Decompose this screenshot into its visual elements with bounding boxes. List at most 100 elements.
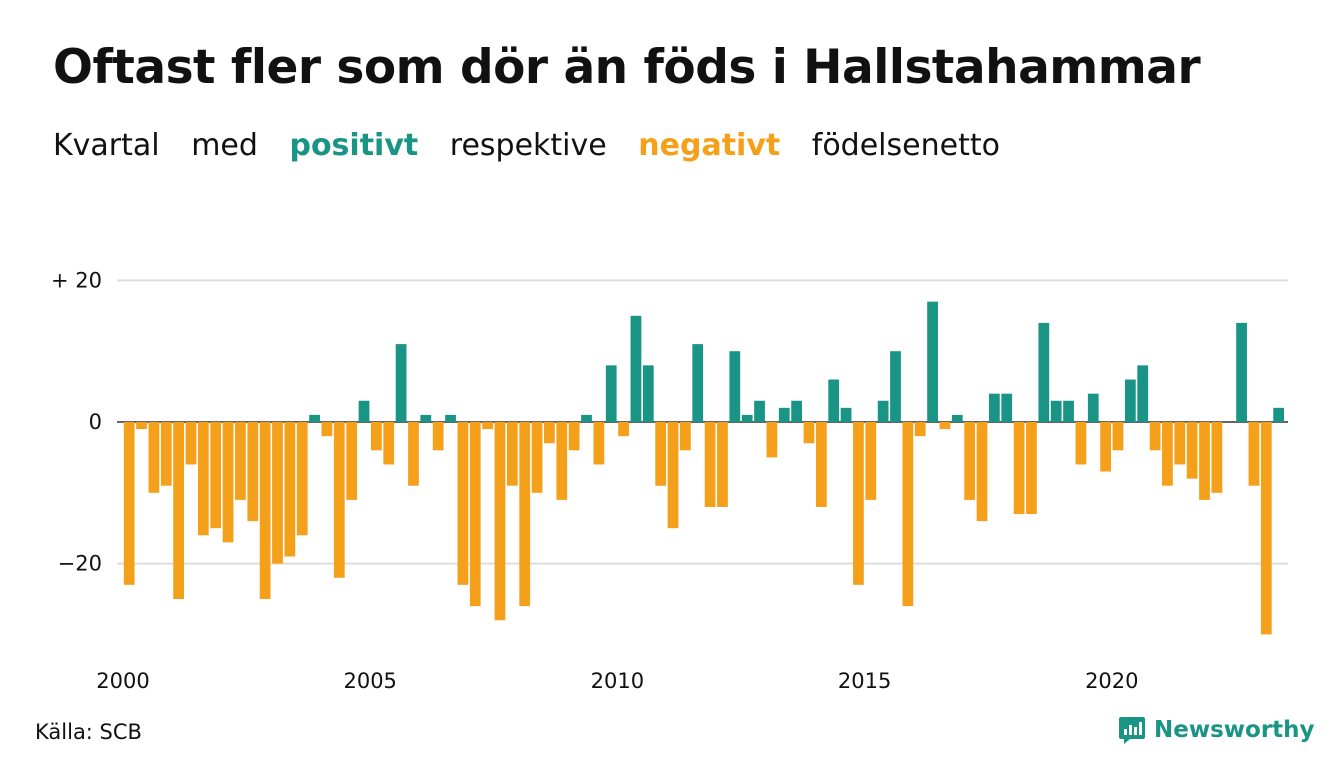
x-tick-label: 2015 [838,669,891,693]
bar [469,422,481,607]
subtitle-positive: positivt [289,128,419,163]
bar [1162,422,1173,486]
bar [1026,422,1037,515]
bar [321,422,333,437]
bar [395,344,407,422]
bar [123,422,135,585]
bar [482,422,493,430]
bar [618,422,629,437]
bar [902,422,914,607]
bar [976,422,988,522]
bar [259,422,271,599]
bar [581,414,592,422]
bar [1038,322,1050,422]
subtitle-negative: negativt [638,128,781,163]
bar [1174,422,1186,465]
bar-chart: + 20 0 −20 2000 2005 2010 2015 2020 [51,268,1288,693]
bar [766,422,778,458]
bar [247,422,259,522]
bar [890,351,901,422]
bar [605,365,617,422]
bar [803,422,815,444]
bar [1075,422,1087,465]
bar [642,365,654,422]
bar [531,422,543,493]
bar [704,422,716,507]
bar [630,315,642,422]
bar [1050,400,1062,422]
bar [457,422,469,585]
bar [964,422,976,500]
bar [939,422,951,430]
bar [556,422,568,500]
bar [1124,379,1136,422]
bar [173,422,184,599]
bar [593,422,605,465]
bar [778,407,790,422]
bar [1100,422,1111,472]
x-tick-label: 2000 [96,669,149,693]
chart-title: Oftast fler som dör än föds i Hallstaham… [53,40,1201,95]
brand-logo: Newsworthy [1118,715,1315,745]
bar [148,422,160,493]
x-tick-label: 2010 [591,669,644,693]
bar [358,400,370,422]
bar [692,344,704,422]
bar [284,422,296,557]
bar [914,422,926,437]
bar [1248,422,1260,486]
bar [408,422,419,486]
bar [1137,365,1149,422]
bar [865,422,877,500]
bar [519,422,531,607]
bar [989,393,1000,422]
bar [680,422,691,451]
bar [1087,393,1099,422]
source-note: Källa: SCB [35,720,142,744]
bar [346,422,358,500]
bar [667,422,679,529]
bar [568,422,580,451]
bar [877,400,889,422]
bar [309,414,320,422]
bar [1273,407,1285,422]
bar [235,422,246,500]
bar [445,414,456,422]
bar [828,379,840,422]
x-tick-label: 2005 [343,669,396,693]
bar [136,422,147,430]
bar [729,351,741,422]
bar [815,422,827,507]
bar [1186,422,1198,479]
bar [951,414,963,422]
bar [1013,422,1025,515]
bar [1199,422,1210,500]
bar [494,422,506,621]
subtitle-part-3: respektive [449,128,607,163]
bar [197,422,209,536]
bar [296,422,308,536]
bar [272,422,283,564]
bar [655,422,667,486]
bar [185,422,197,465]
subtitle-part-4: födelsenetto [811,128,1000,163]
bar [717,422,728,507]
bar [383,422,395,465]
chart-subtitle: Kvartal med positivt respektive negativt… [53,128,1022,163]
y-tick-label: + 20 [51,268,102,292]
bar [1211,422,1223,493]
bar [1236,322,1247,422]
brand-name: Newsworthy [1154,717,1315,743]
bar [222,422,234,543]
bar [432,422,444,451]
bar [1112,422,1124,451]
bar [754,400,765,422]
bar [1260,422,1272,635]
bar [840,407,852,422]
bar [371,422,382,451]
bar [210,422,222,529]
bar [927,301,938,422]
bar [333,422,345,578]
x-tick-label: 2020 [1085,669,1138,693]
bar [420,414,432,422]
